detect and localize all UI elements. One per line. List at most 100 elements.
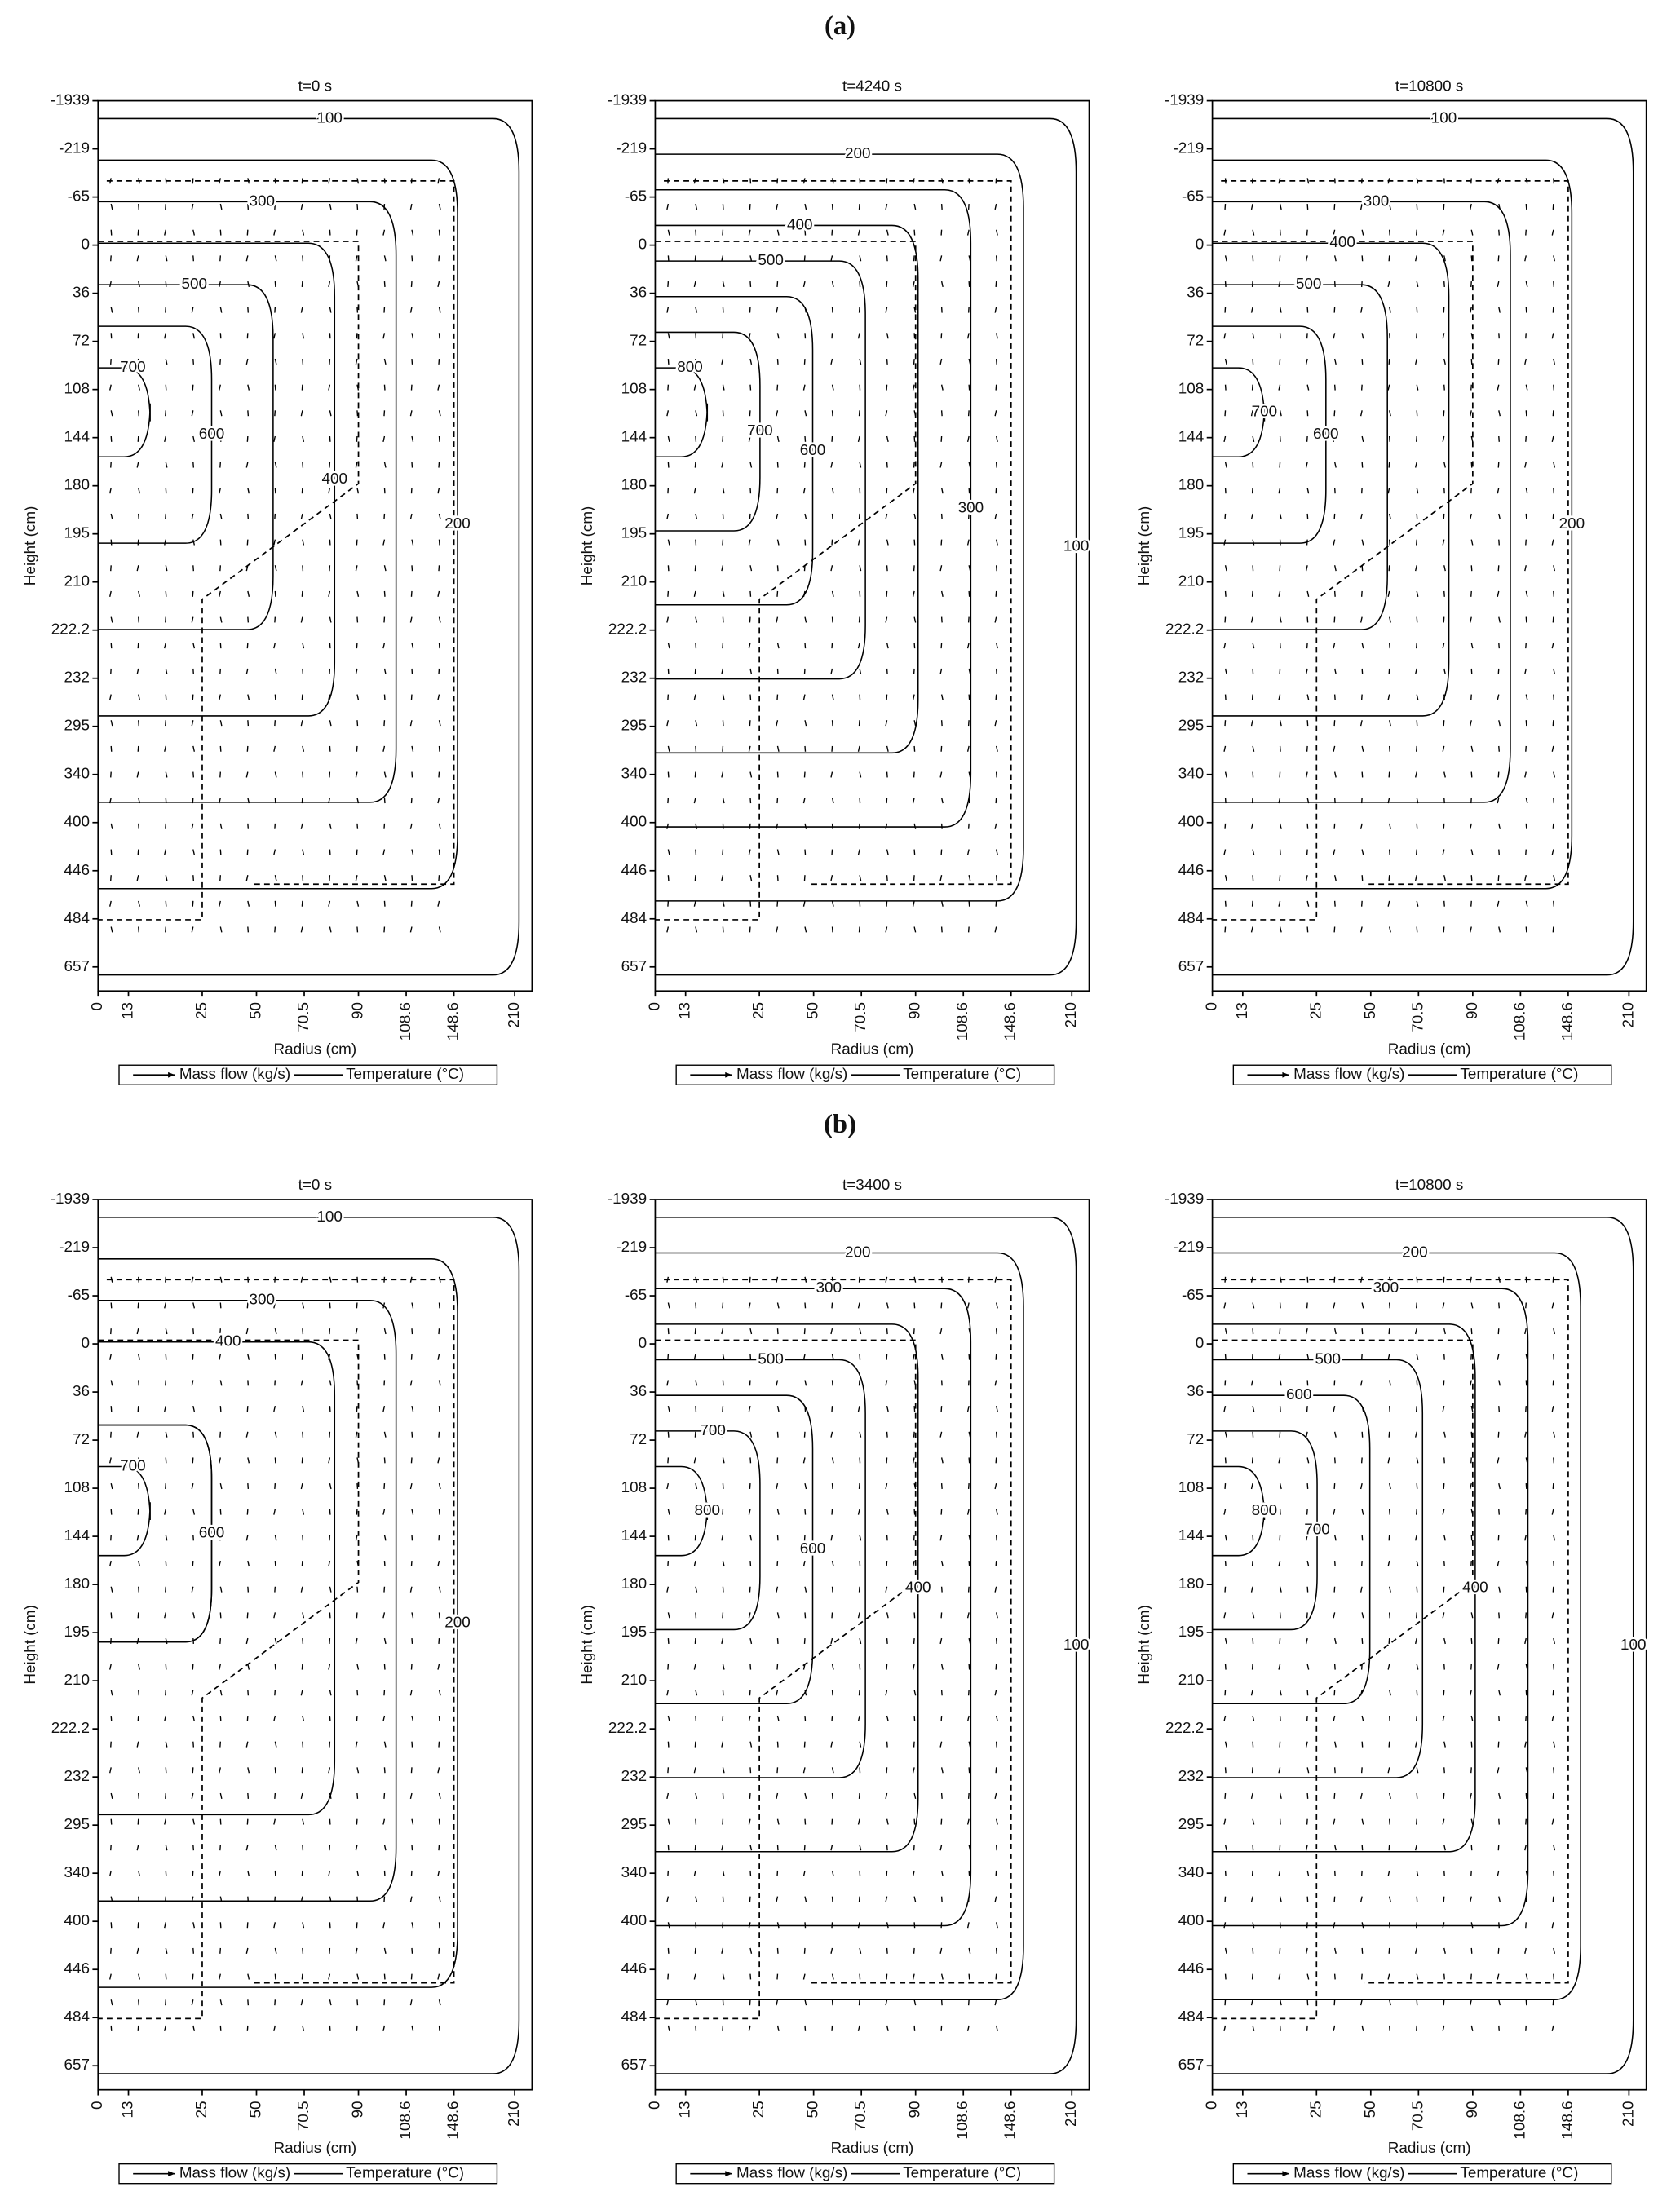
flow-vector [411, 565, 413, 572]
flow-vector [1524, 875, 1527, 881]
flow-vector [1252, 1302, 1255, 1309]
flow-vector [192, 1405, 196, 1412]
flow-vector [802, 694, 806, 700]
flow-vector [438, 462, 440, 468]
flow-vector [830, 1741, 833, 1748]
flow-vector [885, 720, 888, 727]
flow-vector [165, 668, 168, 674]
flow-vector [748, 229, 751, 236]
flow-vector [110, 1328, 112, 1335]
flow-vector [438, 1947, 440, 1954]
flow-vector [776, 1947, 779, 1954]
flow-vector [1250, 1690, 1253, 1696]
flow-vector [776, 539, 780, 546]
y-tick-label: 144 [64, 1527, 89, 1544]
flow-vector [967, 410, 970, 417]
flow-vector [329, 1922, 331, 1929]
flow-vector [273, 1302, 276, 1309]
flow-vector [776, 1999, 779, 2006]
flow-vector [1387, 590, 1390, 597]
flow-vector [913, 926, 917, 933]
flow-vector [274, 590, 276, 597]
flow-vector [356, 178, 360, 184]
flow-vector [383, 1664, 386, 1670]
x-tick-label: 25 [750, 1002, 767, 1019]
y-tick-label: 210 [1178, 1672, 1205, 1689]
y-tick-label: 180 [64, 477, 89, 494]
x-tick-label: 210 [1620, 2101, 1637, 2127]
flow-vector [382, 745, 386, 752]
flow-vector [247, 1792, 250, 1799]
flow-vector [1279, 333, 1281, 339]
flow-vector [301, 488, 303, 494]
flow-vector [831, 1354, 834, 1360]
flow-vector [274, 1947, 277, 1954]
flow-vector [776, 1792, 779, 1800]
flow-vector [110, 1638, 112, 1644]
flow-vector [1224, 590, 1227, 597]
flow-vector [667, 1638, 670, 1644]
flow-vector [1224, 1792, 1227, 1799]
flow-vector [245, 1637, 249, 1645]
flow-vector [1498, 1999, 1501, 2006]
flow-vector [1389, 616, 1391, 623]
flow-vector [328, 1664, 331, 1670]
flow-vector [1497, 668, 1500, 674]
contour-line [655, 260, 866, 680]
chart-title: t=4240 s [842, 77, 902, 95]
flow-vector [1224, 358, 1227, 365]
flow-vector [1389, 1482, 1391, 1490]
flow-vector [410, 900, 413, 907]
flow-vector [859, 1637, 862, 1645]
flow-vector [329, 1431, 331, 1438]
flow-vector [886, 590, 888, 597]
flow-vector [913, 720, 917, 727]
y-tick-label: 657 [1178, 2057, 1205, 2074]
flow-vector [1497, 384, 1500, 391]
contour-line [98, 159, 458, 890]
flow-vector [274, 900, 276, 907]
flow-vector [995, 1457, 997, 1464]
flow-vector [1279, 1276, 1282, 1283]
flow-vector [831, 1509, 833, 1515]
flow-vector [1224, 694, 1227, 700]
flow-vector [1360, 1870, 1363, 1876]
flow-vector [438, 1431, 440, 1438]
flow-vector [666, 1690, 670, 1696]
y-tick-label: -219 [616, 1239, 647, 1256]
flow-vector [1387, 281, 1390, 288]
flow-vector [693, 1457, 696, 1464]
chart-title: t=0 s [298, 77, 332, 95]
flow-vector [802, 1870, 806, 1877]
flow-vector [804, 1896, 807, 1902]
flow-vector [137, 643, 139, 649]
legend-label: Mass flow (kg/s) [179, 1066, 290, 1083]
flow-vector [273, 435, 276, 443]
flow-vector [191, 1792, 194, 1800]
flow-vector [802, 384, 806, 391]
y-tick-label: -1939 [608, 1191, 647, 1208]
flow-vector [940, 926, 943, 933]
y-tick-label: 232 [64, 1768, 89, 1785]
flow-vector [356, 435, 358, 442]
y-tick-label: 72 [630, 1431, 647, 1448]
flow-vector [886, 1354, 888, 1360]
flow-vector [831, 539, 833, 546]
flow-vector [274, 1973, 276, 1980]
flow-vector [329, 1380, 332, 1386]
flow-vector [886, 1922, 889, 1929]
flow-vector [1470, 488, 1472, 494]
flow-vector [1443, 1664, 1445, 1670]
flow-vector [749, 1483, 751, 1490]
flow-vector [245, 565, 249, 572]
flow-vector [968, 875, 971, 881]
flow-vector [995, 333, 998, 339]
flow-vector [995, 694, 997, 700]
flow-vector [1551, 1405, 1554, 1412]
flow-vector [165, 771, 168, 778]
flow-vector [1359, 1482, 1363, 1490]
flow-vector [409, 1690, 413, 1696]
y-tick-label: 446 [64, 862, 89, 879]
flow-vector [721, 771, 724, 778]
y-tick-label: 72 [1187, 1431, 1204, 1448]
